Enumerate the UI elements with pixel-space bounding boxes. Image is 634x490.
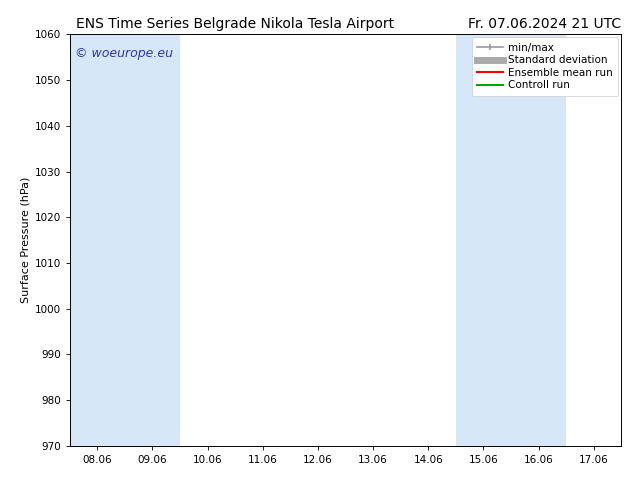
- Text: Fr. 07.06.2024 21 UTC: Fr. 07.06.2024 21 UTC: [468, 17, 621, 31]
- Bar: [456, 34, 511, 446]
- Legend: min/max, Standard deviation, Ensemble mean run, Controll run: min/max, Standard deviation, Ensemble me…: [472, 37, 618, 96]
- Bar: [70, 34, 125, 446]
- Text: ENS Time Series Belgrade Nikola Tesla Airport: ENS Time Series Belgrade Nikola Tesla Ai…: [76, 17, 394, 31]
- Text: © woeurope.eu: © woeurope.eu: [75, 47, 173, 60]
- Bar: [511, 34, 566, 446]
- Bar: [125, 34, 180, 446]
- Y-axis label: Surface Pressure (hPa): Surface Pressure (hPa): [20, 177, 30, 303]
